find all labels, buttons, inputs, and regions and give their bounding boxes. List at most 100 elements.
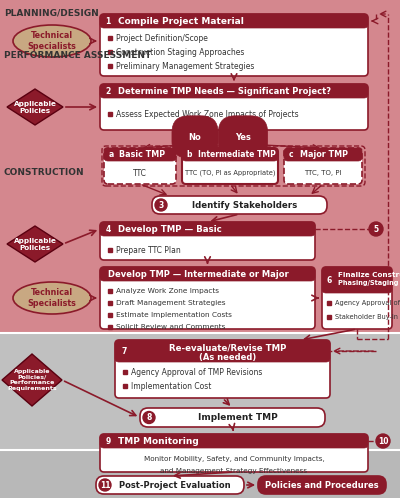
Text: PLANNING/DESIGN: PLANNING/DESIGN <box>4 8 99 17</box>
Ellipse shape <box>13 282 91 314</box>
Text: 5: 5 <box>374 225 378 234</box>
Text: Stakeholder Buy-In: Stakeholder Buy-In <box>335 314 398 320</box>
FancyBboxPatch shape <box>100 222 315 260</box>
FancyBboxPatch shape <box>96 476 244 494</box>
Text: Assess Expected Work Zone Impacts of Projects: Assess Expected Work Zone Impacts of Pro… <box>116 110 299 119</box>
FancyBboxPatch shape <box>104 148 176 184</box>
Text: No: No <box>189 132 201 141</box>
Text: Major TMP: Major TMP <box>300 150 348 159</box>
Text: PERFORMANCE ASSESSMENT: PERFORMANCE ASSESSMENT <box>4 51 151 60</box>
Circle shape <box>103 16 113 26</box>
Circle shape <box>106 150 116 159</box>
Circle shape <box>155 199 167 211</box>
Text: and Management Strategy Effectiveness: and Management Strategy Effectiveness <box>160 468 308 474</box>
Text: Applicable
Policies: Applicable Policies <box>14 101 56 114</box>
Text: b: b <box>186 150 192 159</box>
Circle shape <box>99 479 111 491</box>
FancyBboxPatch shape <box>322 267 392 329</box>
Text: Analyze Work Zone Impacts: Analyze Work Zone Impacts <box>116 288 219 294</box>
Text: Identify Stakeholders: Identify Stakeholders <box>192 201 297 210</box>
Text: c: c <box>289 150 293 159</box>
Text: Project Definition/Scope: Project Definition/Scope <box>116 33 208 42</box>
FancyBboxPatch shape <box>182 148 278 184</box>
Text: Agency Approval of TMP: Agency Approval of TMP <box>335 300 400 306</box>
Ellipse shape <box>13 25 91 57</box>
Circle shape <box>286 150 296 159</box>
Text: Technical
Specialists: Technical Specialists <box>28 288 76 308</box>
FancyBboxPatch shape <box>100 434 368 472</box>
Text: TTC, TO, PI: TTC, TO, PI <box>304 170 342 176</box>
Text: Technical
Specialists: Technical Specialists <box>28 31 76 51</box>
Text: 9: 9 <box>105 437 111 446</box>
Text: Basic TMP: Basic TMP <box>119 150 165 159</box>
Text: Compile Project Material: Compile Project Material <box>118 16 244 25</box>
Text: Policies and Procedures: Policies and Procedures <box>265 481 379 490</box>
Text: 7: 7 <box>121 347 127 356</box>
Text: Preliminary Management Strategies: Preliminary Management Strategies <box>116 61 254 71</box>
Circle shape <box>369 222 383 236</box>
FancyBboxPatch shape <box>104 148 176 161</box>
FancyBboxPatch shape <box>100 84 368 130</box>
Circle shape <box>118 345 130 357</box>
Text: Implementation Cost: Implementation Cost <box>131 381 211 390</box>
FancyBboxPatch shape <box>100 267 315 281</box>
Polygon shape <box>7 89 63 125</box>
FancyBboxPatch shape <box>115 340 330 398</box>
Circle shape <box>184 150 194 159</box>
Circle shape <box>103 224 113 234</box>
Circle shape <box>103 86 113 96</box>
Polygon shape <box>7 226 63 262</box>
Text: 1: 1 <box>105 16 111 25</box>
Bar <box>0 450 400 498</box>
Text: Construction Staging Approaches: Construction Staging Approaches <box>116 47 244 56</box>
Text: Develop TMP — Basic: Develop TMP — Basic <box>118 225 222 234</box>
Text: Applicable
Policies: Applicable Policies <box>14 238 56 250</box>
FancyBboxPatch shape <box>284 148 362 161</box>
FancyBboxPatch shape <box>100 84 368 98</box>
FancyBboxPatch shape <box>284 148 362 184</box>
FancyBboxPatch shape <box>100 267 315 329</box>
Text: Monitor Mobility, Safety, and Community Impacts,: Monitor Mobility, Safety, and Community … <box>144 456 324 462</box>
Circle shape <box>143 411 155 423</box>
Circle shape <box>103 436 113 446</box>
FancyBboxPatch shape <box>115 340 330 362</box>
Text: Estimate Implementation Costs: Estimate Implementation Costs <box>116 312 232 318</box>
Text: 11: 11 <box>100 481 110 490</box>
Text: Implement TMP: Implement TMP <box>198 413 277 422</box>
Text: 3: 3 <box>158 201 164 210</box>
FancyBboxPatch shape <box>258 476 386 494</box>
Text: Determine TMP Needs — Significant Project?: Determine TMP Needs — Significant Projec… <box>118 87 331 96</box>
Text: a: a <box>108 150 114 159</box>
Text: 8: 8 <box>146 413 152 422</box>
Text: 6: 6 <box>326 275 332 284</box>
Text: Agency Approval of TMP Revisions: Agency Approval of TMP Revisions <box>131 368 262 376</box>
Text: Re-evaluate/Revise TMP: Re-evaluate/Revise TMP <box>169 344 286 353</box>
Text: 2: 2 <box>105 87 111 96</box>
Text: Solicit Review and Comments: Solicit Review and Comments <box>116 324 225 330</box>
FancyBboxPatch shape <box>140 408 325 427</box>
FancyBboxPatch shape <box>322 267 392 293</box>
FancyBboxPatch shape <box>152 196 327 214</box>
Text: Post-Project Evaluation: Post-Project Evaluation <box>119 481 231 490</box>
Text: TTC (TO, PI as Appropriate): TTC (TO, PI as Appropriate) <box>185 170 275 176</box>
Text: TTC: TTC <box>133 168 147 177</box>
Text: Applicable
Policies/
Performance
Requirements: Applicable Policies/ Performance Require… <box>7 369 57 391</box>
Text: TMP Monitoring: TMP Monitoring <box>118 437 199 446</box>
Bar <box>0 333 400 450</box>
Text: (As needed): (As needed) <box>199 353 256 362</box>
FancyBboxPatch shape <box>182 148 278 161</box>
Bar <box>0 0 400 333</box>
Circle shape <box>376 434 390 448</box>
Text: CONSTRUCTION: CONSTRUCTION <box>4 168 85 177</box>
FancyBboxPatch shape <box>100 434 368 448</box>
Circle shape <box>324 275 334 285</box>
FancyBboxPatch shape <box>100 14 368 28</box>
Text: Prepare TTC Plan: Prepare TTC Plan <box>116 246 181 254</box>
FancyBboxPatch shape <box>100 222 315 236</box>
Text: 10: 10 <box>378 437 388 446</box>
Polygon shape <box>2 354 62 406</box>
Text: 4: 4 <box>105 225 111 234</box>
Text: Finalize Construction: Finalize Construction <box>338 272 400 278</box>
Text: Draft Management Strategies: Draft Management Strategies <box>116 300 226 306</box>
Text: Intermediate TMP: Intermediate TMP <box>198 150 276 159</box>
